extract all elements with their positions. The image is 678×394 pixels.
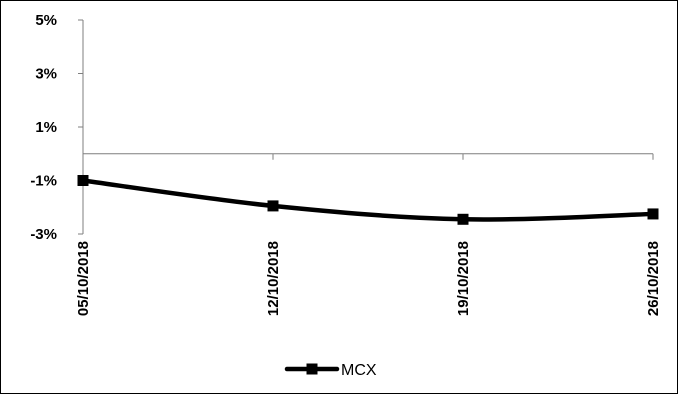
data-point-marker: [647, 208, 659, 220]
series-layer: [77, 175, 659, 225]
x-tick-label: 19/10/2018: [455, 241, 472, 316]
legend: MCX: [284, 362, 377, 379]
data-point-marker: [267, 200, 279, 212]
legend-label: MCX: [341, 362, 377, 379]
x-axis: 05/10/2018 12/10/2018 19/10/2018 26/10/2018: [75, 153, 662, 316]
data-point-marker: [77, 175, 89, 186]
series-line-mcx: [80, 178, 656, 222]
x-tick-label: 12/10/2018: [265, 241, 282, 316]
x-tick-label: 05/10/2018: [75, 241, 92, 316]
y-tick-label: 1%: [35, 119, 57, 136]
data-point-marker: [457, 213, 469, 225]
x-tick-label: 26/10/2018: [645, 241, 662, 316]
legend-marker: [306, 363, 318, 375]
y-tick-label: -1%: [30, 173, 57, 190]
y-tick-label: 5%: [35, 12, 57, 29]
y-axis: -3% -1% 1% 3% 5%: [30, 12, 84, 243]
y-tick-label: -3%: [30, 226, 57, 243]
y-tick-label: 3%: [35, 66, 57, 83]
